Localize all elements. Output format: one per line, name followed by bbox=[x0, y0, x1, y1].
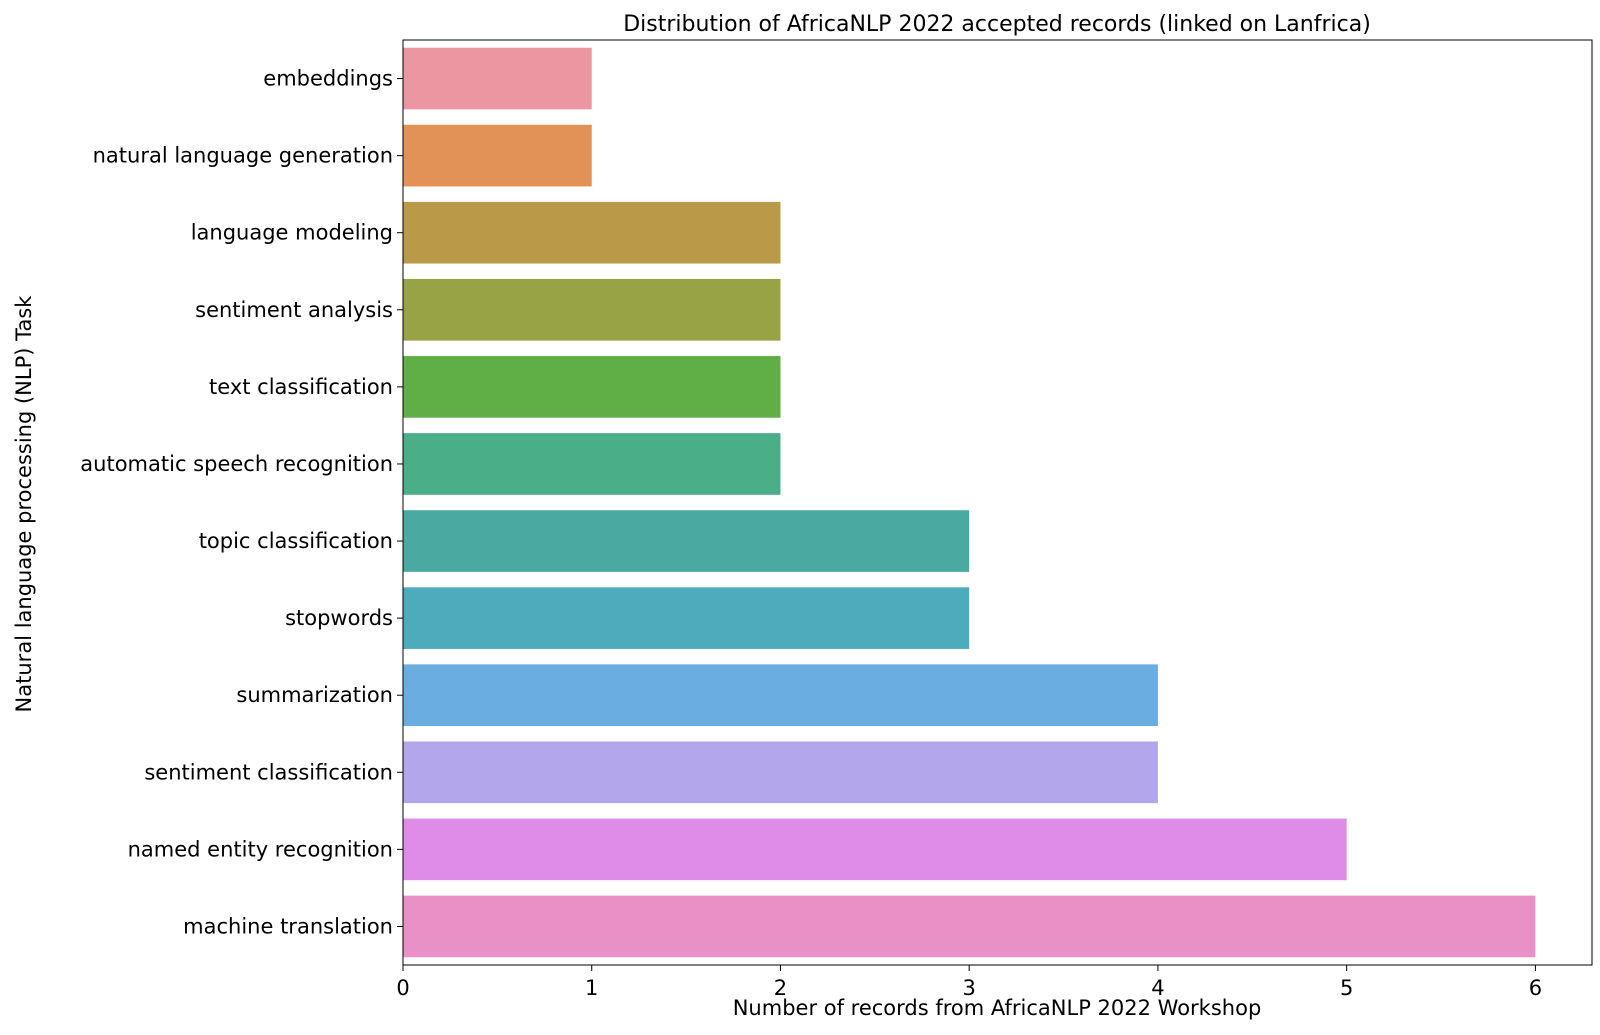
y-tick-label: sentiment analysis bbox=[195, 298, 393, 322]
y-tick-label: automatic speech recognition bbox=[80, 452, 393, 476]
x-tick-label: 3 bbox=[963, 976, 976, 1000]
y-tick-labels: embeddings natural language generation lan… bbox=[80, 67, 403, 938]
bar-sentiment-classification bbox=[403, 741, 1158, 804]
y-tick-label: embeddings bbox=[263, 67, 393, 91]
x-tick-label: 2 bbox=[774, 976, 787, 1000]
y-tick-label: topic classification bbox=[199, 529, 393, 553]
bar-topic-classification bbox=[403, 510, 970, 572]
y-tick-label: language modeling bbox=[191, 221, 393, 245]
bar-text-classification bbox=[403, 356, 781, 418]
x-tick-label: 4 bbox=[1151, 976, 1164, 1000]
y-tick-label: natural language generation bbox=[93, 144, 393, 168]
y-tick-label: text classification bbox=[209, 375, 393, 399]
bar-named-entity-recognition bbox=[403, 818, 1347, 881]
bar-summarization bbox=[403, 664, 1158, 727]
bar-automatic-speech-recognition bbox=[403, 433, 781, 495]
x-tick-label: 6 bbox=[1529, 976, 1542, 1000]
plot-frame bbox=[402, 39, 1593, 966]
y-tick-label: machine translation bbox=[183, 914, 393, 938]
bar-language-modeling bbox=[403, 201, 781, 264]
bar-embeddings bbox=[403, 47, 592, 110]
x-axis-label: Number of records from AfricaNLP 2022 Wo… bbox=[733, 996, 1262, 1020]
bar-sentiment-analysis bbox=[403, 278, 781, 341]
bar-stopwords bbox=[403, 587, 970, 649]
x-tick-label: 5 bbox=[1340, 976, 1353, 1000]
y-axis-label: Natural language processing (NLP) Task bbox=[12, 295, 36, 713]
y-tick-label: summarization bbox=[236, 683, 393, 707]
x-tick-label: 0 bbox=[396, 976, 409, 1000]
bar-natural-language-generation bbox=[403, 124, 592, 187]
bars-group bbox=[403, 47, 1536, 958]
bar-machine-translation bbox=[403, 895, 1536, 958]
y-tick-label: sentiment classification bbox=[144, 760, 393, 784]
chart-title: Distribution of AfricaNLP 2022 accepted … bbox=[623, 12, 1371, 37]
x-tick-label: 1 bbox=[585, 976, 598, 1000]
x-tick-labels: 0 1 2 3 4 5 6 bbox=[396, 965, 1542, 1000]
y-tick-label: named entity recognition bbox=[128, 837, 393, 861]
y-tick-label: stopwords bbox=[285, 606, 393, 630]
